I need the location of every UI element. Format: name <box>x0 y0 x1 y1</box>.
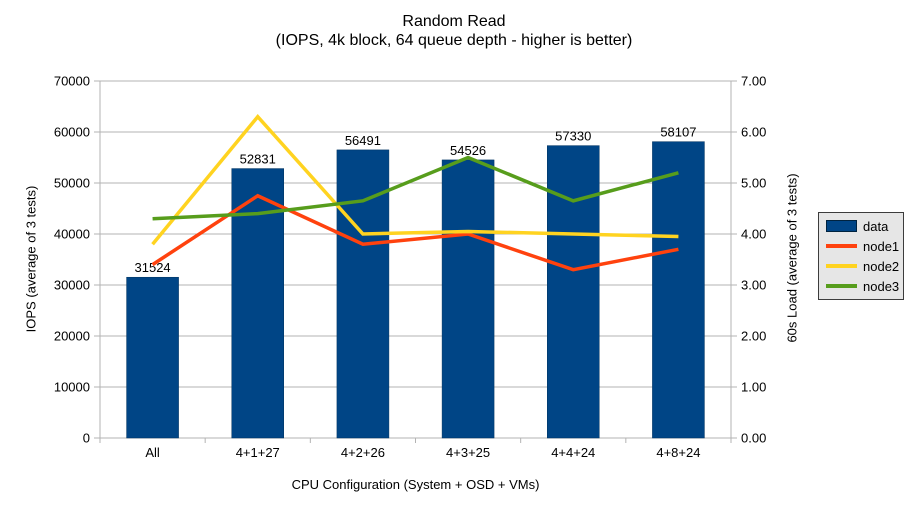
left-axis-tick-label: 0 <box>83 431 90 446</box>
legend: data node1 node2 node3 <box>818 212 904 300</box>
left-axis-tick-label: 40000 <box>54 227 90 242</box>
legend-label: node3 <box>863 278 900 294</box>
legend-item-data: data <box>826 216 899 236</box>
left-axis-title: IOPS (average of 3 tests) <box>23 185 39 333</box>
line-node3 <box>152 155 679 221</box>
left-axis-tick-label: 20000 <box>54 329 90 344</box>
chart-subtitle: (IOPS, 4k block, 64 queue depth - higher… <box>275 32 633 49</box>
legend-label: node2 <box>863 258 900 274</box>
right-axis-tick-label: 7.00 <box>741 74 766 89</box>
bar-value-label: 58107 <box>660 125 696 140</box>
bar-4+8+24 <box>652 141 705 439</box>
legend-swatch-node3 <box>826 284 857 288</box>
right-axis-tick-label: 2.00 <box>741 329 766 344</box>
left-axis-tick-label: 50000 <box>54 176 90 191</box>
bar-4+4+24 <box>547 145 600 439</box>
left-axis-tick-label: 70000 <box>54 74 90 89</box>
bar-value-label: 56491 <box>345 133 381 148</box>
x-tick-label: 4+8+24 <box>656 445 700 460</box>
chart-title: Random Read <box>402 13 506 30</box>
right-axis-tick-label: 6.00 <box>741 125 766 140</box>
bar-value-label: 31524 <box>135 260 171 275</box>
line-node2 <box>151 114 679 246</box>
legend-item-node2: node2 <box>826 256 899 276</box>
bar-All <box>126 276 179 439</box>
right-axis-tick-label: 5.00 <box>741 176 766 191</box>
x-tick-label: All <box>145 445 160 460</box>
right-axis-tick-label: 0.00 <box>741 431 766 446</box>
left-axis-tick-label: 60000 <box>54 125 90 140</box>
legend-label: node1 <box>863 238 900 254</box>
x-tick-label: 4+2+26 <box>341 445 385 460</box>
legend-item-node3: node3 <box>826 276 899 296</box>
bar-value-label: 54526 <box>450 143 486 158</box>
legend-swatch-node2 <box>826 264 857 268</box>
right-axis-tick-label: 1.00 <box>741 380 766 395</box>
bar-value-label: 57330 <box>555 129 591 144</box>
bar-4+3+25 <box>441 159 495 439</box>
x-tick-label: 4+3+25 <box>446 445 490 460</box>
legend-swatch-data <box>826 220 857 232</box>
legend-swatch-node1 <box>826 244 857 248</box>
x-tick-label: 4+4+24 <box>551 445 595 460</box>
left-axis-tick-label: 10000 <box>54 380 90 395</box>
legend-label: data <box>863 218 889 234</box>
x-tick-label: 4+1+27 <box>236 445 280 460</box>
bar-value-label: 52831 <box>240 152 276 167</box>
left-axis-tick-label: 30000 <box>54 278 90 293</box>
right-axis-tick-label: 4.00 <box>741 227 766 242</box>
right-axis-tick-label: 3.00 <box>741 278 766 293</box>
line-node1 <box>151 193 679 272</box>
right-axis-title: 60s Load (average of 3 tests) <box>784 173 800 343</box>
legend-item-node1: node1 <box>826 236 899 256</box>
x-axis-title: CPU Configuration (System + OSD + VMs) <box>291 477 540 492</box>
bar-4+2+26 <box>336 149 390 439</box>
